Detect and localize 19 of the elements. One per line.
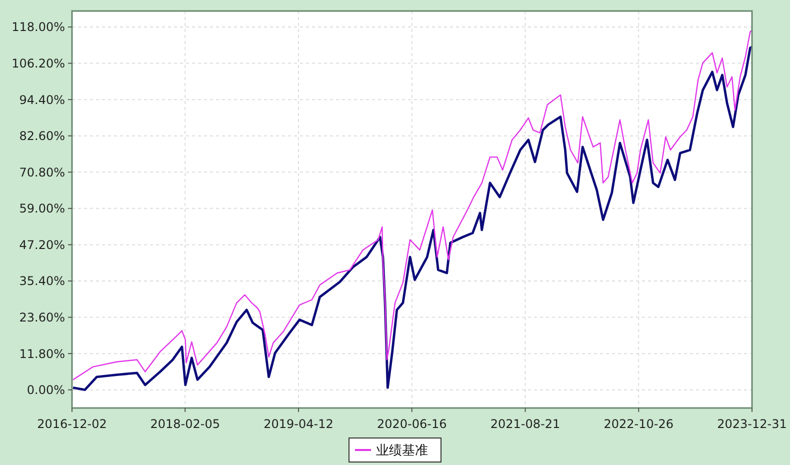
y-tick-label: 94.40% <box>19 92 65 107</box>
x-tick-label: 2021-08-21 <box>490 417 560 431</box>
y-tick-label: 0.00% <box>26 383 65 398</box>
y-tick-label: 70.80% <box>19 165 65 180</box>
x-tick-label: 2023-12-31 <box>717 417 787 431</box>
y-tick-label: 23.60% <box>19 310 65 324</box>
y-tick-label: 11.80% <box>19 346 65 361</box>
legend-label: 业绩基准 <box>376 444 428 459</box>
y-tick-label: 118.00% <box>12 20 65 34</box>
y-tick-label: 47.20% <box>19 238 65 252</box>
x-tick-label: 2019-04-12 <box>264 417 334 431</box>
x-tick-label: 2018-02-05 <box>150 417 220 431</box>
x-tick-label: 2020-06-16 <box>376 417 447 431</box>
y-tick-label: 82.60% <box>19 129 65 144</box>
x-tick-label: 2016-12-02 <box>37 417 107 431</box>
y-tick-label: 106.20% <box>12 56 65 70</box>
y-tick-label: 35.40% <box>19 274 65 288</box>
x-tick-label: 2022-10-26 <box>604 417 674 431</box>
y-tick-label: 59.00% <box>19 202 65 216</box>
